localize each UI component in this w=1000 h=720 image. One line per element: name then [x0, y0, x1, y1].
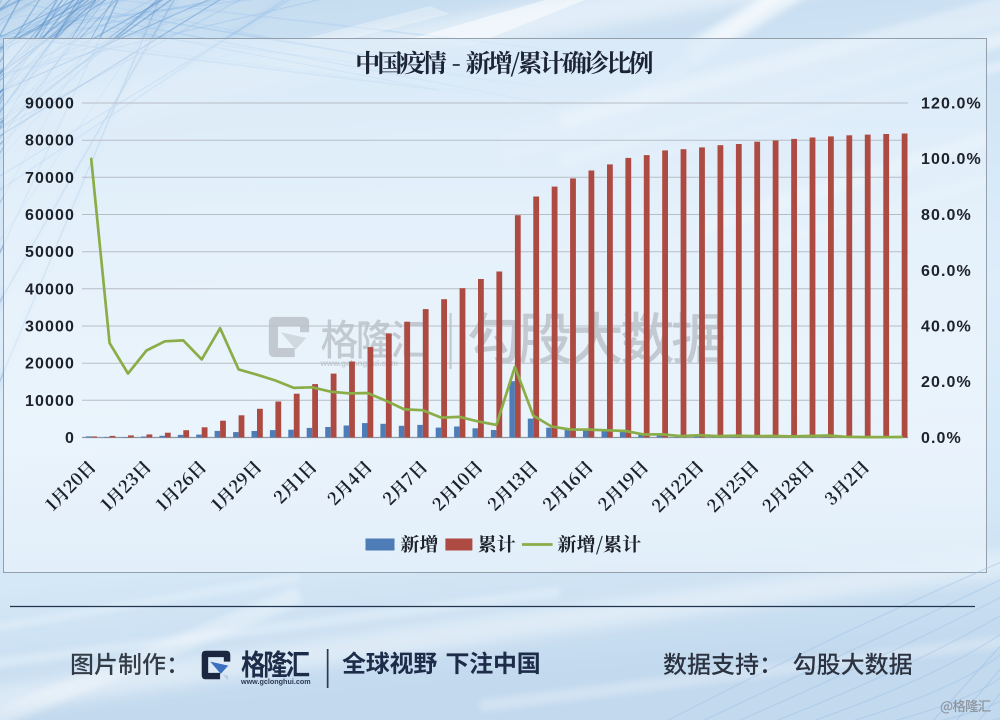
svg-text:50000: 50000	[25, 244, 75, 261]
svg-text:90000: 90000	[25, 96, 75, 113]
svg-text:80000: 80000	[25, 133, 75, 150]
svg-text:0.0%: 0.0%	[921, 430, 962, 447]
svg-text:30000: 30000	[25, 319, 75, 336]
svg-text:10000: 10000	[25, 393, 75, 410]
svg-text:20.0%: 20.0%	[921, 374, 972, 391]
svg-text:20000: 20000	[25, 356, 75, 373]
svg-text:www.gclonghui.com: www.gclonghui.com	[240, 677, 311, 686]
svg-text:40.0%: 40.0%	[921, 319, 972, 336]
svg-text:80.0%: 80.0%	[921, 207, 972, 224]
svg-text:www.gelonghui.com: www.gelonghui.com	[320, 359, 398, 368]
svg-text:60.0%: 60.0%	[921, 263, 972, 280]
svg-text:60000: 60000	[25, 207, 75, 224]
svg-text:40000: 40000	[25, 281, 75, 298]
svg-text:70000: 70000	[25, 170, 75, 187]
svg-text:0: 0	[65, 430, 75, 447]
svg-text:100.0%: 100.0%	[921, 151, 982, 168]
svg-text:120.0%: 120.0%	[921, 96, 982, 113]
